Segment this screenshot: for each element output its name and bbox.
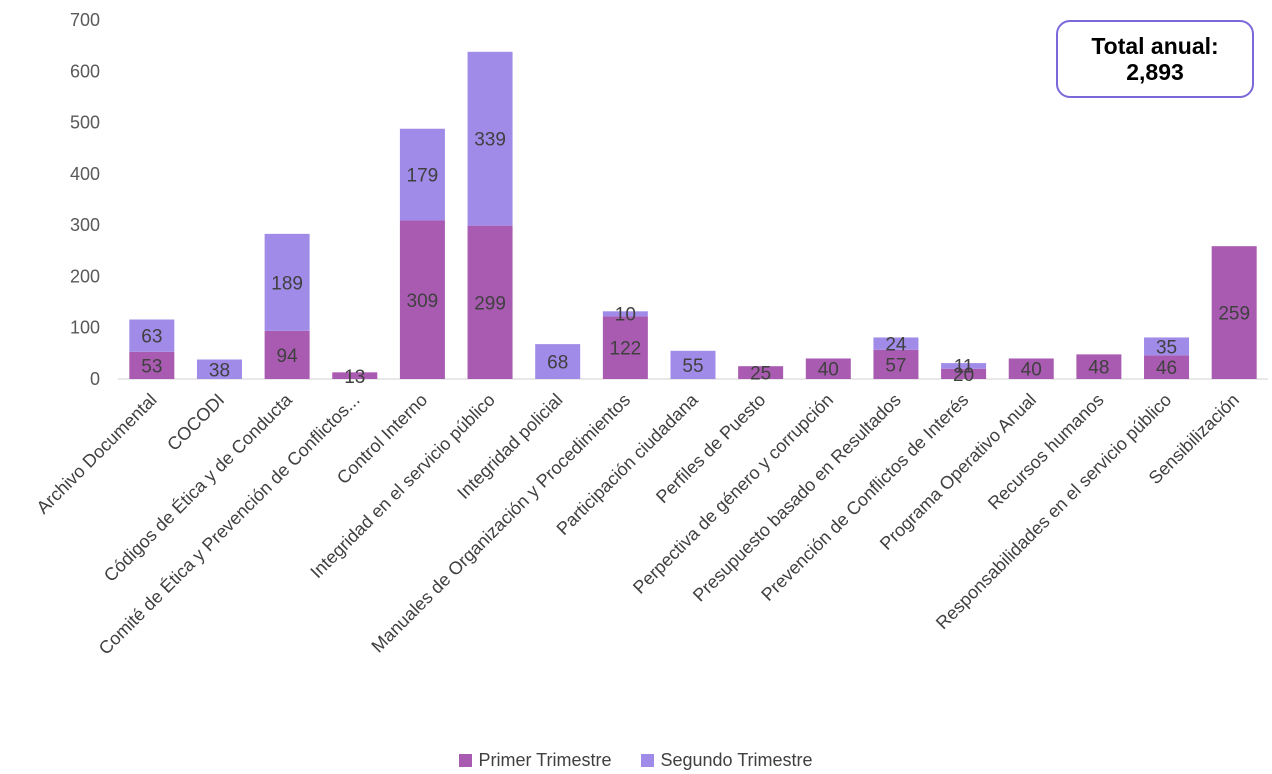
data-label: 40: [818, 360, 839, 381]
bar-primer: [129, 351, 175, 379]
data-label: 35: [1156, 337, 1177, 358]
bar-segundo: [399, 128, 445, 221]
data-label: 40: [1021, 360, 1042, 381]
data-label: 68: [547, 353, 568, 374]
data-label: 55: [682, 356, 703, 377]
legend-swatch-primer: [459, 754, 473, 767]
category-label: Recursos humanos: [984, 390, 1108, 514]
legend-swatch-segundo: [641, 754, 655, 767]
bar-primer: [1008, 358, 1054, 379]
data-label: 38: [209, 360, 230, 381]
bar-segundo: [873, 337, 919, 350]
bar-segundo: [264, 233, 310, 331]
bar-primer: [1076, 354, 1122, 379]
bar-segundo: [670, 350, 716, 379]
bar-segundo: [196, 359, 242, 379]
data-label: 13: [344, 367, 365, 388]
bar-segundo: [467, 51, 513, 226]
data-label: 259: [1218, 304, 1250, 325]
data-label: 10: [615, 304, 636, 325]
data-label: 53: [141, 356, 162, 377]
bar-primer: [873, 349, 919, 379]
data-label: 46: [1156, 358, 1177, 379]
y-tick-label: 300: [70, 215, 100, 235]
data-label: 11: [954, 357, 974, 378]
total-annotation-value: 2,893: [1126, 59, 1184, 85]
data-label: 20: [953, 365, 974, 386]
y-tick-label: 600: [70, 61, 100, 81]
total-annotation-label: Total anual:: [1091, 32, 1219, 59]
bar-primer: [332, 372, 378, 379]
bar-primer: [738, 366, 784, 379]
bar-primer: [602, 316, 648, 379]
data-label: 299: [474, 293, 506, 314]
y-tick-label: 500: [70, 113, 100, 133]
bar-segundo: [941, 363, 987, 369]
category-label: Archivo Documental: [33, 390, 161, 518]
category-label: Responsabilidades en el servicio público: [932, 390, 1175, 633]
bar-primer: [399, 220, 445, 379]
data-label: 94: [277, 346, 299, 367]
legend-item-segundo: Segundo Trimestre: [641, 750, 813, 771]
bar-primer: [467, 225, 513, 379]
y-tick-label: 0: [90, 369, 100, 389]
data-label: 57: [885, 355, 906, 376]
legend-label-primer: Primer Trimestre: [478, 750, 612, 770]
data-label: 189: [271, 273, 303, 294]
data-label: 63: [141, 327, 162, 348]
bar-primer: [1211, 246, 1257, 379]
legend-item-primer: Primer Trimestre: [459, 750, 611, 771]
y-tick-label: 700: [70, 10, 100, 30]
legend-label-segundo: Segundo Trimestre: [660, 750, 813, 770]
data-label: 24: [885, 335, 907, 356]
total-annotation-box: Total anual: 2,893: [1056, 20, 1254, 98]
bar-segundo: [535, 344, 581, 379]
y-tick-label: 400: [70, 164, 100, 184]
category-label: Manuales de Organización y Procedimiento…: [367, 390, 634, 657]
data-label: 25: [750, 364, 771, 385]
chart-legend: Primer Trimestre Segundo Trimestre: [0, 750, 1272, 771]
category-label: COCODI: [163, 390, 228, 455]
data-label: 339: [474, 130, 506, 151]
bar-primer: [941, 368, 987, 379]
bar-primer: [1144, 355, 1190, 379]
y-tick-label: 100: [70, 318, 100, 338]
category-label: Comité de Ética y Prevención de Conflict…: [95, 390, 364, 659]
bar-primer: [805, 358, 851, 379]
bar-segundo: [602, 311, 648, 317]
data-label: 179: [407, 166, 439, 187]
bar-primer: [264, 330, 310, 379]
y-tick-label: 200: [70, 266, 100, 286]
bar-segundo: [1144, 337, 1190, 356]
data-label: 48: [1088, 358, 1109, 379]
data-label: 122: [610, 339, 642, 360]
bar-segundo: [129, 319, 175, 352]
data-label: 309: [407, 291, 439, 312]
